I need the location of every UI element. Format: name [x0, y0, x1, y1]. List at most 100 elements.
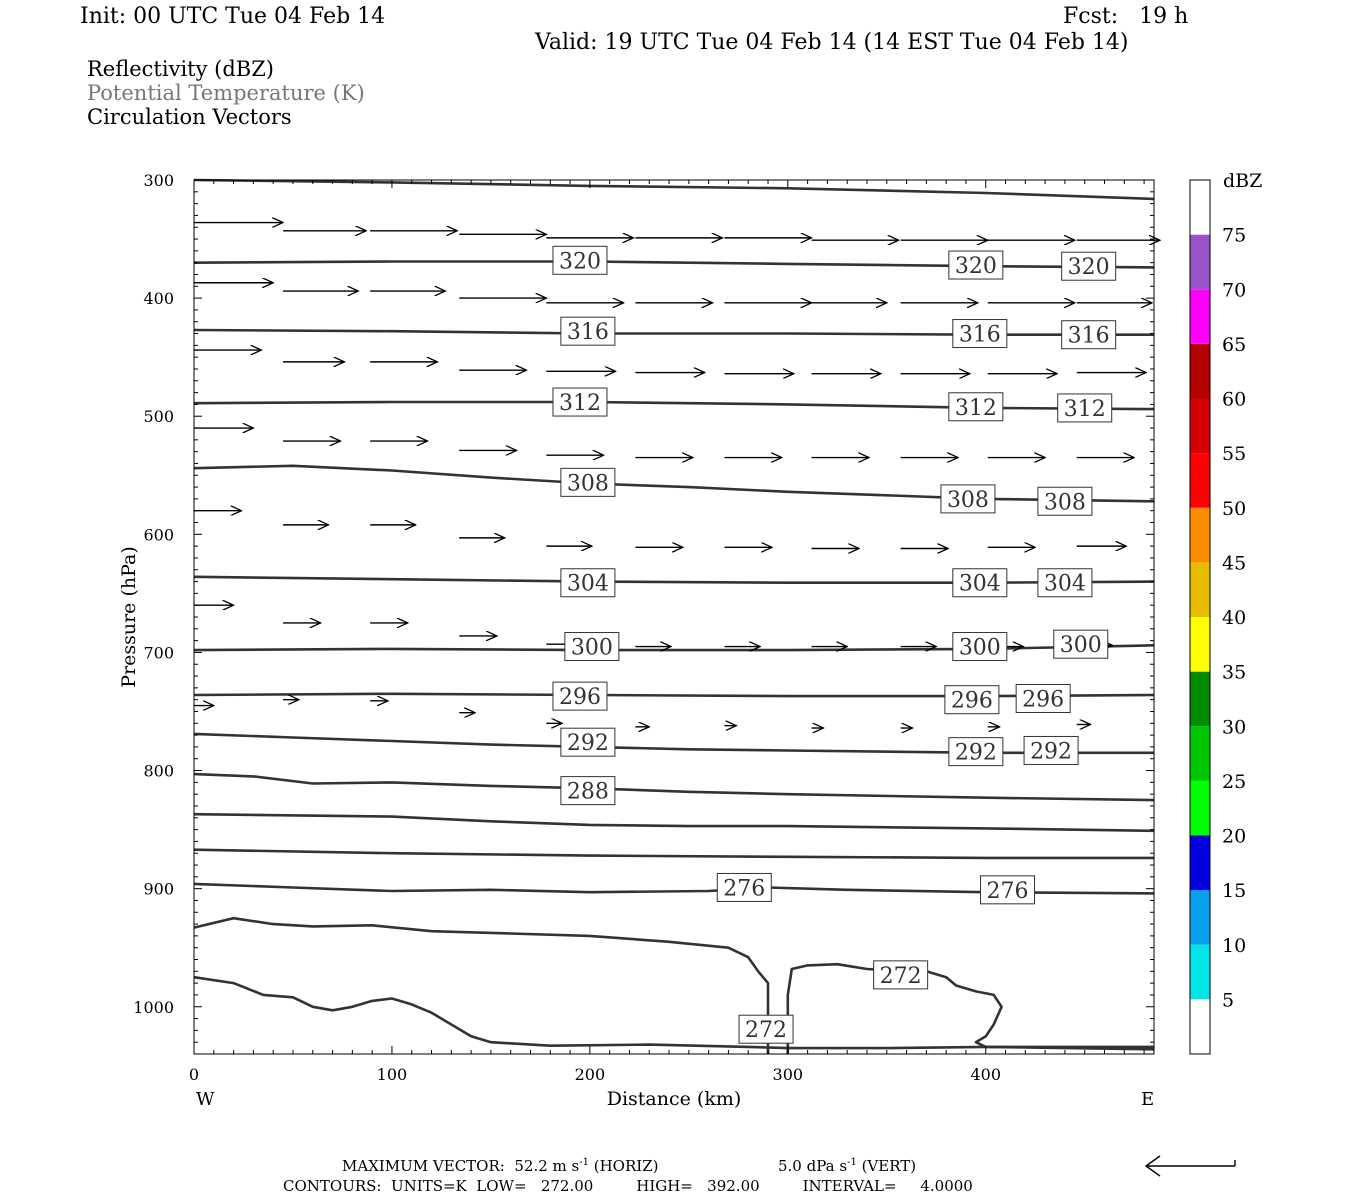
colorbar-tick-label: 15 — [1222, 880, 1246, 902]
colorbar-tick-label: 50 — [1222, 498, 1246, 520]
forecast-hour: Fcst: 19 h — [1063, 4, 1189, 29]
contour-label-box — [552, 387, 608, 417]
colorbar-tick-label: 55 — [1222, 443, 1246, 465]
east-label: E — [1141, 1089, 1154, 1110]
vert-exponent: -1 — [847, 1157, 857, 1168]
contour-label-box — [564, 632, 620, 662]
contour-label-box — [944, 685, 1000, 715]
contour-label-312: 312 — [1064, 397, 1106, 422]
y-tick-label: 400 — [143, 289, 174, 308]
theta-contour-304 — [193, 575, 1155, 584]
theta-contour-296 — [193, 692, 1155, 698]
theta-contour-308 — [193, 464, 1155, 503]
colorbar-tick-label: 35 — [1222, 662, 1246, 684]
max-vector-info: MAXIMUM VECTOR: 52.2 m s-1 (HORIZ) — [342, 1157, 658, 1175]
y-tick-label: 300 — [143, 171, 174, 190]
theta-contour-292 — [193, 732, 1154, 755]
contour-lines — [193, 178, 1155, 1054]
y-tick-label: 500 — [143, 407, 174, 426]
colorbar-segment — [1190, 726, 1210, 781]
contour-label-box — [560, 727, 616, 757]
colorbar-segment — [1190, 453, 1210, 508]
contour-label-292: 292 — [1030, 739, 1072, 764]
y-tick-label: 700 — [143, 643, 174, 662]
contour-label-box — [738, 1014, 794, 1044]
colorbar-segment — [1190, 289, 1210, 344]
contour-label-276: 276 — [987, 879, 1029, 904]
contour-label-304: 304 — [567, 572, 609, 597]
x-tick-label: 0 — [189, 1065, 199, 1084]
colorbar-segment — [1190, 944, 1210, 1000]
theta-contour-288 — [193, 772, 1155, 802]
contour-label-box — [952, 568, 1008, 598]
contour-label-box — [560, 467, 616, 497]
colorbar-tick-label: 75 — [1222, 225, 1246, 247]
contour-label-box — [1053, 629, 1109, 659]
theta-contour-272 — [786, 962, 1155, 1054]
contour-label-box — [1037, 568, 1093, 598]
contour-label-272: 272 — [745, 1018, 787, 1043]
contour-label-312: 312 — [559, 391, 601, 416]
contour-label-288: 288 — [567, 780, 609, 805]
colorbar-segment — [1190, 617, 1210, 672]
contour-label-box — [552, 681, 608, 711]
contour-label-300: 300 — [571, 636, 613, 661]
contour-label-box — [1015, 683, 1071, 713]
contour-label-308: 308 — [567, 471, 609, 496]
contour-label-296: 296 — [951, 689, 993, 714]
max-vector-horiz-value: MAXIMUM VECTOR: 52.2 m s — [342, 1157, 580, 1175]
colorbar-tick-label: 5 — [1222, 989, 1234, 1011]
contour-label-box — [948, 392, 1004, 422]
max-vector-vert-info: 5.0 dPa s-1 (VERT) — [778, 1157, 916, 1175]
y-tick-label: 900 — [143, 880, 174, 899]
contour-label-box — [552, 245, 608, 275]
colorbar-tick-label: 45 — [1222, 552, 1246, 574]
horiz-label: (HORIZ) — [588, 1157, 659, 1175]
theta-contour-280 — [193, 848, 1154, 860]
contour-label-box — [1057, 393, 1113, 423]
contour-label-292: 292 — [567, 731, 609, 756]
circulation-vectors — [194, 223, 1160, 729]
colorbar-tick-label: 20 — [1222, 826, 1246, 848]
contour-label-box — [952, 632, 1008, 662]
colorbar-unit: dBZ — [1223, 170, 1262, 192]
horiz-exponent: -1 — [579, 1157, 589, 1168]
contour-label-308: 308 — [947, 488, 989, 513]
vert-label: (VERT) — [856, 1157, 917, 1175]
contour-label-312: 312 — [955, 396, 997, 421]
axes: 300 400 500 600 700 800 900 1000 0 100 200 300 400 — [133, 171, 1154, 1084]
contours-info: CONTOURS: UNITS=K LOW= 272.00 HIGH= 392.… — [283, 1177, 973, 1195]
y-tick-label: 600 — [143, 525, 174, 544]
contour-label-272: 272 — [880, 964, 922, 989]
contour-label-316: 316 — [959, 323, 1001, 348]
field-circulation-vectors: Circulation Vectors — [87, 105, 292, 129]
colorbar-segment — [1190, 999, 1210, 1054]
valid-time: Valid: 19 UTC Tue 04 Feb 14 (14 EST Tue … — [535, 30, 1129, 55]
contour-label-316: 316 — [567, 320, 609, 345]
colorbar-tick-label: 40 — [1222, 607, 1246, 629]
colorbar-segment — [1190, 507, 1210, 563]
contour-label-box — [980, 875, 1036, 905]
x-tick-label: 300 — [773, 1065, 804, 1084]
colorbar-tick-label: 60 — [1222, 389, 1246, 411]
field-reflectivity: Reflectivity (dBZ) — [87, 57, 275, 81]
contour-label-box — [1061, 251, 1117, 281]
contour-label-box — [560, 776, 616, 806]
contour-label-box — [940, 484, 996, 514]
theta-contour-320 — [193, 260, 1155, 269]
x-axis-label: Distance (km) — [607, 1088, 742, 1110]
colorbar-segment — [1190, 234, 1210, 290]
contour-label-box — [873, 960, 929, 990]
colorbar-segment — [1190, 343, 1210, 399]
colorbar-tick-label: 10 — [1222, 935, 1246, 957]
contour-label-box — [1023, 735, 1079, 765]
theta-contour-272 — [193, 916, 770, 1054]
theta-contour-284 — [193, 812, 1155, 833]
x-tick-label: 400 — [970, 1065, 1001, 1084]
colorbar-tick-label: 30 — [1222, 716, 1246, 738]
contour-label-300: 300 — [1060, 633, 1102, 658]
contour-label-320: 320 — [559, 249, 601, 274]
colorbar-segment — [1190, 180, 1210, 235]
field-potential-temperature: Potential Temperature (K) — [87, 81, 365, 105]
y-tick-label: 1000 — [133, 998, 174, 1017]
